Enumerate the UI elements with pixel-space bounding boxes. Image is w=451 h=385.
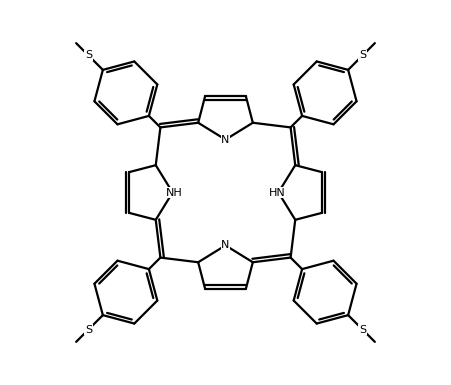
Text: HN: HN <box>269 187 285 198</box>
Text: S: S <box>85 325 92 335</box>
Text: S: S <box>359 50 366 60</box>
Text: NH: NH <box>166 187 182 198</box>
Text: S: S <box>85 50 92 60</box>
Text: S: S <box>359 325 366 335</box>
Text: N: N <box>221 240 230 250</box>
Text: N: N <box>221 135 230 145</box>
